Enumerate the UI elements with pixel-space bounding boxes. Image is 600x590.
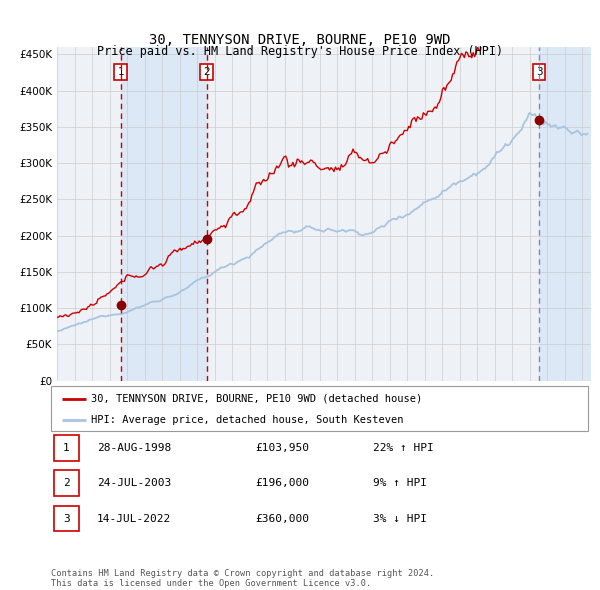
FancyBboxPatch shape bbox=[53, 470, 79, 496]
Bar bbox=[539, 47, 591, 381]
Text: Contains HM Land Registry data © Crown copyright and database right 2024.
This d: Contains HM Land Registry data © Crown c… bbox=[51, 569, 434, 588]
Text: £360,000: £360,000 bbox=[255, 514, 309, 523]
FancyBboxPatch shape bbox=[53, 506, 79, 532]
Text: 1: 1 bbox=[63, 443, 70, 453]
Text: 30, TENNYSON DRIVE, BOURNE, PE10 9WD (detached house): 30, TENNYSON DRIVE, BOURNE, PE10 9WD (de… bbox=[91, 394, 422, 404]
Text: 24-JUL-2003: 24-JUL-2003 bbox=[97, 478, 171, 488]
Text: 9% ↑ HPI: 9% ↑ HPI bbox=[373, 478, 427, 488]
FancyBboxPatch shape bbox=[53, 435, 79, 461]
Text: 3: 3 bbox=[536, 67, 542, 77]
Text: 2: 2 bbox=[63, 478, 70, 488]
Text: 14-JUL-2022: 14-JUL-2022 bbox=[97, 514, 171, 523]
Text: HPI: Average price, detached house, South Kesteven: HPI: Average price, detached house, Sout… bbox=[91, 415, 404, 425]
Text: 3% ↓ HPI: 3% ↓ HPI bbox=[373, 514, 427, 523]
Text: 2: 2 bbox=[203, 67, 210, 77]
Text: 1: 1 bbox=[118, 67, 124, 77]
Text: £196,000: £196,000 bbox=[255, 478, 309, 488]
Text: 30, TENNYSON DRIVE, BOURNE, PE10 9WD: 30, TENNYSON DRIVE, BOURNE, PE10 9WD bbox=[149, 33, 451, 47]
Text: £103,950: £103,950 bbox=[255, 443, 309, 453]
Bar bbox=[121, 47, 207, 381]
FancyBboxPatch shape bbox=[51, 386, 588, 431]
Text: 22% ↑ HPI: 22% ↑ HPI bbox=[373, 443, 434, 453]
Text: Price paid vs. HM Land Registry's House Price Index (HPI): Price paid vs. HM Land Registry's House … bbox=[97, 45, 503, 58]
Text: 3: 3 bbox=[63, 514, 70, 523]
Text: 28-AUG-1998: 28-AUG-1998 bbox=[97, 443, 171, 453]
